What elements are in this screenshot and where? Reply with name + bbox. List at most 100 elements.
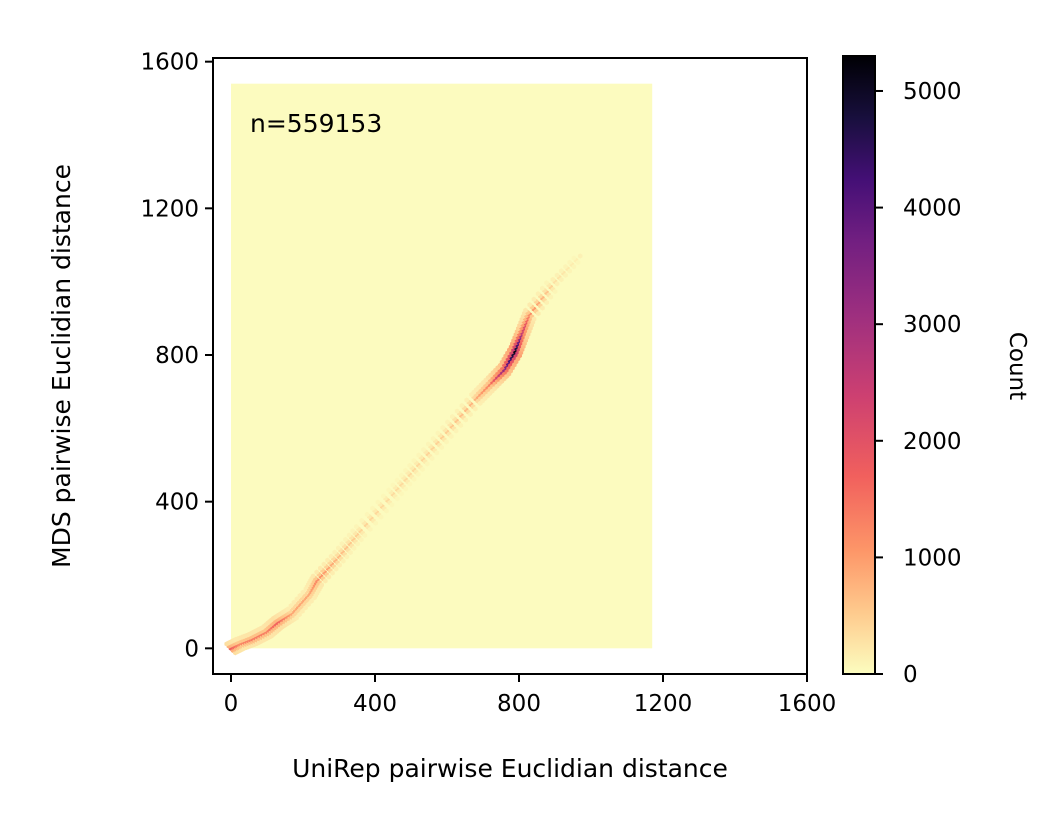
hexbin-cell — [359, 537, 364, 543]
hexbin-cell — [344, 554, 350, 560]
y-tick-label: 1200 — [140, 196, 199, 222]
hexbin-cell — [563, 264, 568, 270]
colorbar-label: Count — [1004, 332, 1030, 400]
hexbin-cell — [554, 281, 560, 287]
hexbin-cell — [554, 272, 560, 278]
colorbar-tick-label: 4000 — [903, 196, 962, 222]
hexbin-cell — [559, 276, 564, 283]
hexbin-cell — [348, 549, 353, 556]
colorbar-tick-label: 1000 — [903, 545, 962, 571]
hexbin-cell — [463, 417, 468, 423]
hexbin-cell — [389, 502, 395, 508]
hexbin-cell — [359, 517, 364, 524]
y-tick-label: 800 — [155, 343, 199, 369]
y-tick-label: 1600 — [140, 50, 199, 76]
hexbin-cell — [288, 603, 294, 609]
hexbin-cell — [350, 528, 355, 534]
colorbar-tick-label: 3000 — [903, 312, 962, 338]
hexbin-cell — [531, 296, 537, 302]
hexbin-cell — [323, 578, 328, 584]
hexbin-cell — [326, 574, 332, 580]
hexbin-cell — [421, 447, 426, 453]
hexbin-cell — [297, 611, 302, 618]
hexbin-cell — [368, 526, 373, 532]
hexbin-cell — [440, 425, 445, 431]
hexbin-cell — [341, 558, 346, 564]
hexbin-cell — [362, 532, 368, 538]
hexbin-cell — [314, 569, 319, 575]
hexbin-cell — [330, 570, 335, 576]
x-tick-label: 400 — [353, 691, 397, 717]
hexbin-cell — [416, 452, 421, 458]
hexbin-cell — [531, 316, 537, 322]
hexbin-cell — [337, 562, 342, 568]
hexbin-cell — [321, 561, 327, 567]
x-axis-label: UniRep pairwise Euclidian distance — [292, 754, 728, 783]
hexbin-cell — [468, 411, 473, 417]
hexbin-cell — [548, 294, 554, 300]
plot-area — [224, 83, 653, 656]
hexbin-cell — [303, 605, 308, 611]
hexbin-cell — [523, 307, 528, 313]
hexbin-cell — [540, 285, 545, 291]
hexbin-cell — [384, 508, 389, 514]
hexbin-cell — [407, 481, 413, 487]
hexbin-cell — [381, 493, 386, 499]
hexbin-cell — [373, 520, 378, 526]
hexbin-cell — [370, 505, 375, 511]
hexbin-cell — [339, 541, 345, 547]
y-axis-label: MDS pairwise Euclidian distance — [47, 164, 76, 568]
hexbin-cell — [309, 598, 314, 604]
hexbin-cell — [319, 582, 324, 588]
hexbin-cell — [544, 280, 549, 286]
hexbin-cell — [558, 268, 564, 274]
hexbin-cell — [464, 397, 469, 403]
hexbin-cell — [426, 441, 431, 447]
hexbin-cell — [535, 291, 541, 297]
hexbin-cell — [434, 450, 440, 456]
hexbin-cell — [439, 444, 444, 450]
hexbin-cell — [459, 403, 465, 409]
hexbin-cell — [544, 299, 549, 306]
hexbin-cell — [386, 487, 391, 493]
hexbin-cell — [445, 419, 450, 425]
hexbin-cell — [332, 549, 337, 555]
hexbin-cell — [571, 264, 577, 270]
hexbin-cell — [411, 476, 417, 482]
hexbin-cell — [291, 599, 297, 605]
hexbin-cell — [444, 439, 449, 445]
hexbin-cell — [294, 596, 300, 602]
hexbin-cell — [453, 428, 459, 434]
hexbin-cell — [567, 259, 572, 265]
hexbin-cell — [364, 511, 370, 517]
hexbin-cell — [306, 601, 311, 608]
hexbin-cell — [328, 553, 334, 559]
hexbin-cell — [310, 573, 316, 579]
colorbar-tick-label: 5000 — [903, 79, 962, 105]
x-tick-label: 1200 — [634, 691, 693, 717]
hexbin-cell — [354, 524, 359, 530]
hexbin-cell — [454, 408, 460, 414]
y-tick-label: 0 — [184, 636, 199, 662]
hexbin-cell — [552, 288, 558, 295]
hexbin-cell — [325, 557, 330, 563]
hexbin-cell — [399, 491, 404, 497]
hexbin-cell — [527, 302, 532, 308]
hexbin-cell — [430, 436, 436, 442]
hexbin-cell — [473, 406, 478, 412]
hexbin-cell — [540, 305, 545, 311]
hexbin-cells — [224, 253, 583, 656]
hexbin-cell — [450, 414, 455, 420]
hexbin-cell — [577, 253, 583, 259]
colorbar-ticks: 0 1000 2000 3000 4000 5000 — [875, 79, 962, 688]
hexbin-cell — [343, 536, 348, 543]
hexbin-cell — [403, 467, 408, 473]
hexbin-cell — [567, 268, 573, 274]
hexbin-cell — [536, 310, 541, 317]
hexbin-cell — [550, 276, 556, 283]
hexbin-cell — [390, 482, 396, 488]
colorbar-tick-label: 2000 — [903, 429, 962, 455]
y-axis: 0 400 800 1200 1600 — [140, 50, 213, 662]
hexbin-cell — [407, 462, 412, 469]
x-tick-label: 1600 — [778, 691, 837, 717]
